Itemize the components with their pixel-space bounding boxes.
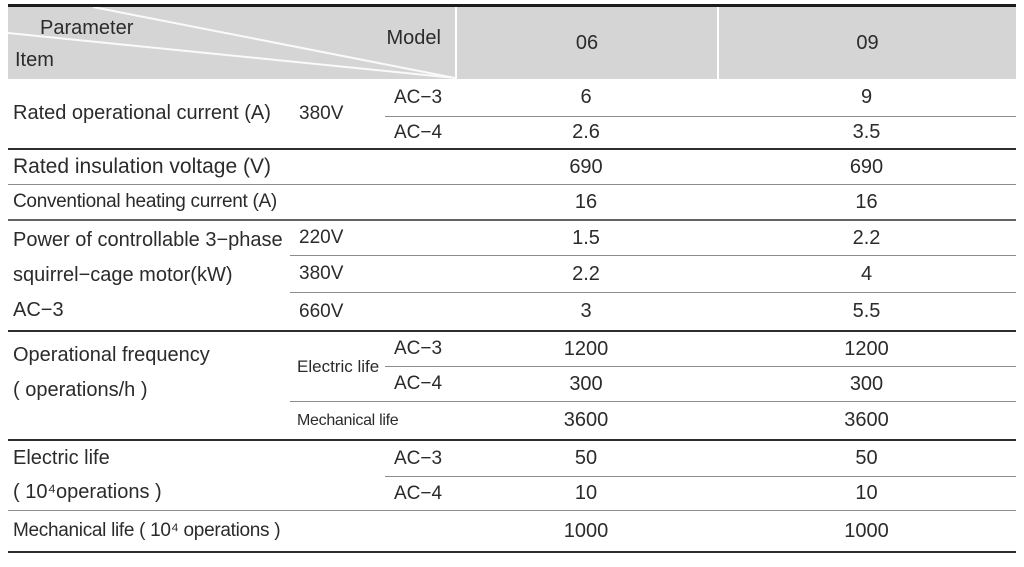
sub-label-ac4: AC−4 (385, 117, 455, 150)
sub-label-electric-life: Electric life (290, 332, 385, 402)
header-diagonal-cell: Parameter Item Model (8, 7, 455, 79)
label-line: ( 10⁴operations ) (13, 481, 162, 503)
spec-table: Parameter Item Model 06 09 Rated operati… (8, 4, 1016, 553)
cell-value: 3 (455, 293, 717, 332)
label-line: AC−3 (13, 299, 64, 321)
cell-value: 16 (455, 185, 717, 221)
sub-label-ac3: AC−3 (385, 441, 455, 477)
cell-value: 1.5 (455, 221, 717, 256)
cell-value: 2.2 (717, 221, 1016, 256)
sub-label-mechanical-life: Mechanical life (290, 402, 455, 441)
cell-value: 1200 (717, 332, 1016, 367)
diagonal-divider-lines (8, 7, 455, 79)
label-line: Electric life (13, 447, 110, 469)
cell-value: 1200 (455, 332, 717, 367)
label-line: squirrel−cage motor(kW) (13, 264, 233, 286)
header-model-label: Model (386, 27, 441, 49)
row-label-mechanical-life: Mechanical life ( 10⁴ operations ) (8, 511, 455, 553)
cell-value: 50 (455, 441, 717, 477)
row-label-rated-operational-current: Rated operational current (A) (8, 79, 290, 150)
cell-value: 1000 (717, 511, 1016, 553)
cell-value: 9 (717, 79, 1016, 117)
cell-value: 5.5 (717, 293, 1016, 332)
header-item-label: Item (15, 49, 54, 71)
label-line: ( operations/h ) (13, 379, 148, 401)
sub-label-660v: 660V (290, 293, 455, 332)
cell-value: 2.2 (455, 256, 717, 293)
sub-label-ac3: AC−3 (385, 332, 455, 367)
cell-value: 690 (455, 150, 717, 185)
header-parameter-label: Parameter (40, 17, 134, 39)
row-label-rated-insulation-voltage: Rated insulation voltage (V) (8, 150, 455, 185)
header-model-09: 09 (717, 7, 1016, 79)
cell-value: 300 (455, 367, 717, 402)
sub-label-380v: 380V (290, 256, 455, 293)
label-line: Operational frequency (13, 344, 210, 366)
row-label-electric-life: Electric life ( 10⁴operations ) (8, 441, 385, 511)
cell-value: 3600 (455, 402, 717, 441)
row-label-conventional-heating-current: Conventional heating current (A) (8, 185, 455, 221)
cell-value: 300 (717, 367, 1016, 402)
cell-value: 10 (717, 477, 1016, 511)
sub-label-380v: 380V (290, 79, 385, 150)
cell-value: 16 (717, 185, 1016, 221)
sub-label-220v: 220V (290, 221, 455, 256)
row-label-operational-frequency: Operational frequency ( operations/h ) (8, 332, 290, 441)
cell-value: 3.5 (717, 117, 1016, 150)
cell-value: 10 (455, 477, 717, 511)
cell-value: 2.6 (455, 117, 717, 150)
cell-value: 6 (455, 79, 717, 117)
cell-value: 3600 (717, 402, 1016, 441)
cell-value: 4 (717, 256, 1016, 293)
header-model-06: 06 (455, 7, 717, 79)
cell-value: 1000 (455, 511, 717, 553)
row-label-motor-power: Power of controllable 3−phase squirrel−c… (8, 221, 290, 332)
cell-value: 690 (717, 150, 1016, 185)
sub-label-ac3: AC−3 (385, 79, 455, 117)
sub-label-ac4: AC−4 (385, 367, 455, 402)
sub-label-ac4: AC−4 (385, 477, 455, 511)
label-line: Power of controllable 3−phase (13, 229, 283, 251)
cell-value: 50 (717, 441, 1016, 477)
